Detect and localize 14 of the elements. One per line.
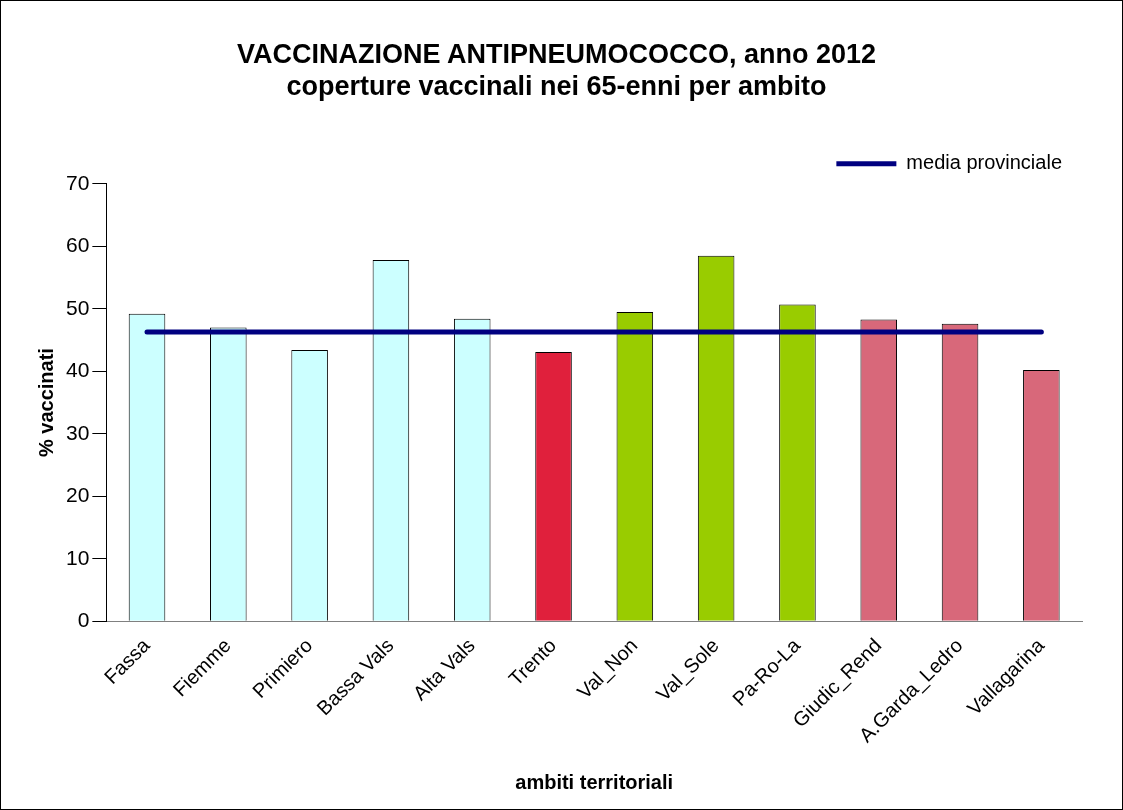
legend-label: media provinciale [906,151,1063,174]
y-tick-label: 0 [77,608,90,632]
y-tick-label: 20 [66,483,90,507]
y-tick-label: 10 [66,545,90,569]
text: VACCINAZIONE ANTIPNEUMOCOCCO, anno 2012 [236,38,877,69]
text: coperture vaccinali nei 65-enni per ambito [286,71,827,102]
y-tick-label: 40 [66,358,90,382]
y-axis-title: % vaccinati [34,348,57,458]
y-tick-label: 30 [66,420,90,444]
x-axis-title: ambiti territoriali [515,770,674,793]
y-tick-label: 70 [66,170,90,194]
y-tick-label: 60 [66,233,90,257]
x-tick-label: Alta Vals [408,633,479,705]
y-tick-label: 50 [66,295,90,319]
